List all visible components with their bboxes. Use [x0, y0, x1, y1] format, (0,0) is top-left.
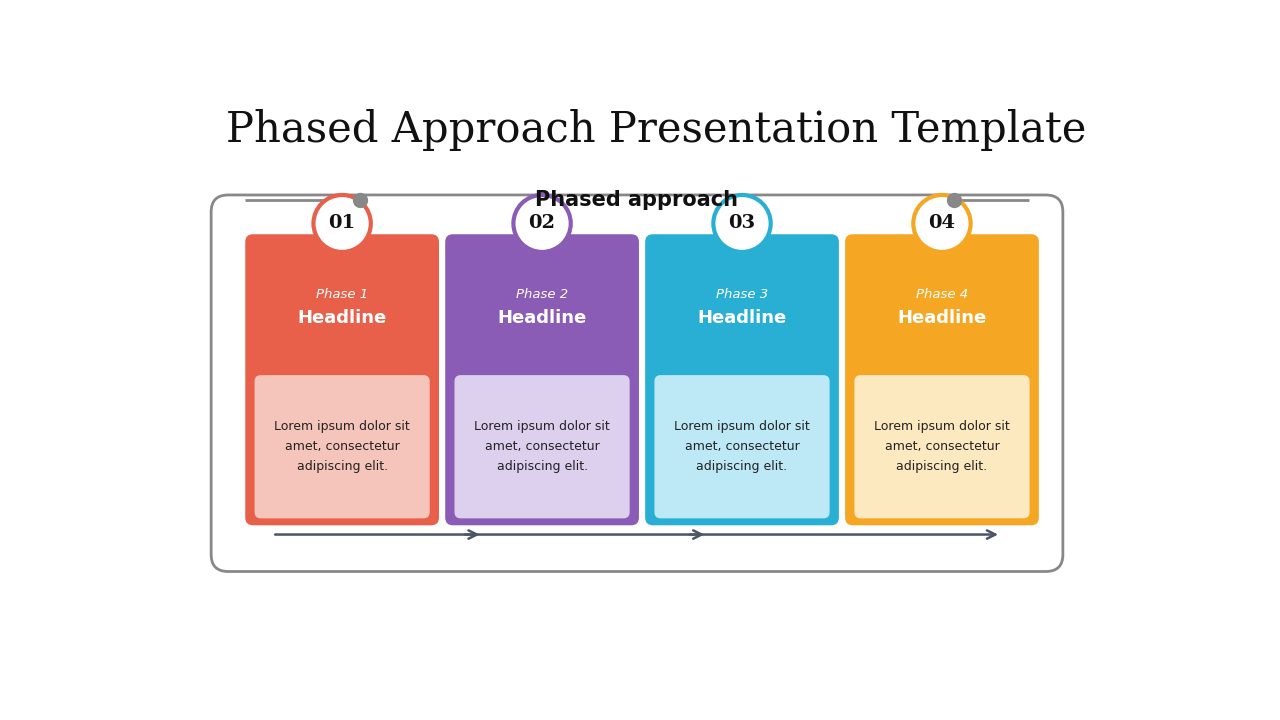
Text: Phase 4: Phase 4 [916, 288, 968, 301]
Text: 03: 03 [728, 215, 755, 233]
Text: Lorem ipsum dolor sit
amet, consectetur
adipiscing elit.: Lorem ipsum dolor sit amet, consectetur … [675, 420, 810, 473]
FancyBboxPatch shape [246, 234, 439, 526]
Text: Phase 1: Phase 1 [316, 288, 369, 301]
Circle shape [717, 199, 767, 248]
FancyBboxPatch shape [255, 375, 430, 518]
FancyBboxPatch shape [454, 375, 630, 518]
Text: Lorem ipsum dolor sit
amet, consectetur
adipiscing elit.: Lorem ipsum dolor sit amet, consectetur … [274, 420, 410, 473]
FancyBboxPatch shape [654, 375, 829, 518]
Text: Headline: Headline [498, 309, 586, 327]
Circle shape [512, 194, 572, 253]
Text: Headline: Headline [297, 309, 387, 327]
Circle shape [918, 199, 966, 248]
Circle shape [913, 194, 972, 253]
Text: 01: 01 [329, 215, 356, 233]
FancyBboxPatch shape [445, 234, 639, 526]
Text: Phase 2: Phase 2 [516, 288, 568, 301]
Text: Phase 3: Phase 3 [716, 288, 768, 301]
FancyBboxPatch shape [845, 234, 1039, 526]
Circle shape [312, 194, 371, 253]
Circle shape [517, 199, 567, 248]
Text: 04: 04 [928, 215, 955, 233]
FancyBboxPatch shape [855, 375, 1029, 518]
Text: Lorem ipsum dolor sit
amet, consectetur
adipiscing elit.: Lorem ipsum dolor sit amet, consectetur … [474, 420, 611, 473]
Text: Lorem ipsum dolor sit
amet, consectetur
adipiscing elit.: Lorem ipsum dolor sit amet, consectetur … [874, 420, 1010, 473]
FancyBboxPatch shape [645, 234, 838, 526]
Text: Phased Approach Presentation Template: Phased Approach Presentation Template [225, 109, 1087, 151]
Text: Headline: Headline [698, 309, 787, 327]
Text: Phased approach: Phased approach [535, 190, 739, 210]
Text: Headline: Headline [897, 309, 987, 327]
Text: 02: 02 [529, 215, 556, 233]
Circle shape [317, 199, 367, 248]
Circle shape [713, 194, 772, 253]
